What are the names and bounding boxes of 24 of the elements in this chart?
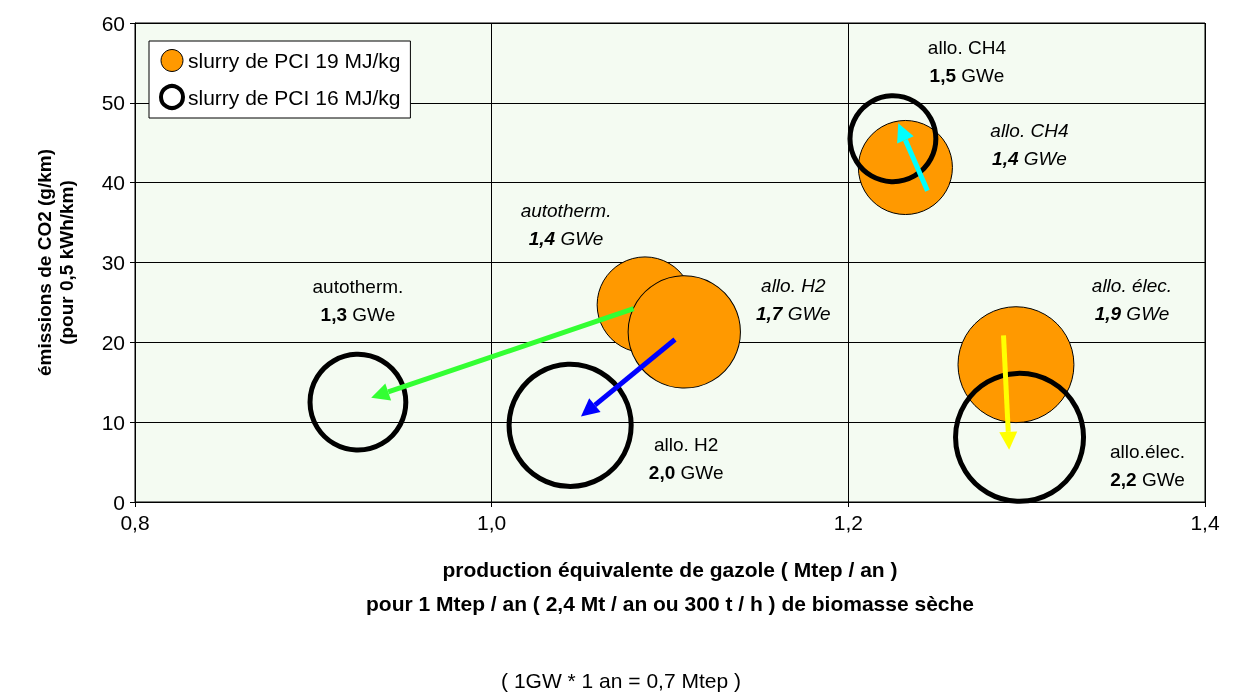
y-tick-label: 60 [101,11,125,35]
annotation: allo. CH4 1,5 GWe [927,37,1007,87]
legend-label: slurry de PCI 16 MJ/kg [188,85,401,109]
annotation: allo. H2 1,7 GWe [755,275,831,325]
y-tick-label: 40 [101,171,125,195]
x-tick-label: 1,4 [1190,511,1220,534]
text: ( 1GW * 1 an = 0,7 Mtep ) [501,669,741,692]
x-axis-title: production équivalente de gazole ( Mtep / an ) pour 1 Mtep / an ( 2,4 Mt / an ou 300 t / h ) de biomasse sèche [366,557,974,615]
annotation: allo.élec. 2,2 GWe [1110,440,1186,490]
x-tick-label: 0,8 [120,511,150,534]
y-tick-label: 0 [113,490,125,514]
annotation: allo. élec. 1,9 GWe [1091,275,1173,325]
annotation: allo. CH4 1,4 GWe [990,120,1069,169]
y-tick-label: 30 [101,251,125,274]
x-tick-label: 1,0 [477,511,507,534]
annotation: autotherm. 1,3 GWe [312,275,404,325]
y-tick-label: 10 [101,410,125,434]
annotation: allo. H2 2,0 GWe [648,433,724,483]
y-tick-label: 50 [101,91,125,115]
legend-label: slurry de PCI 19 MJ/kg [188,49,401,72]
x-tick-label: 1,2 [833,511,863,534]
annotation: autotherm. 1,4 GWe [520,200,612,250]
y-axis-title: émissions de CO2 (g/km) (pour 0,5 kWh/km) [33,148,77,377]
y-tick-label: 20 [101,330,125,354]
